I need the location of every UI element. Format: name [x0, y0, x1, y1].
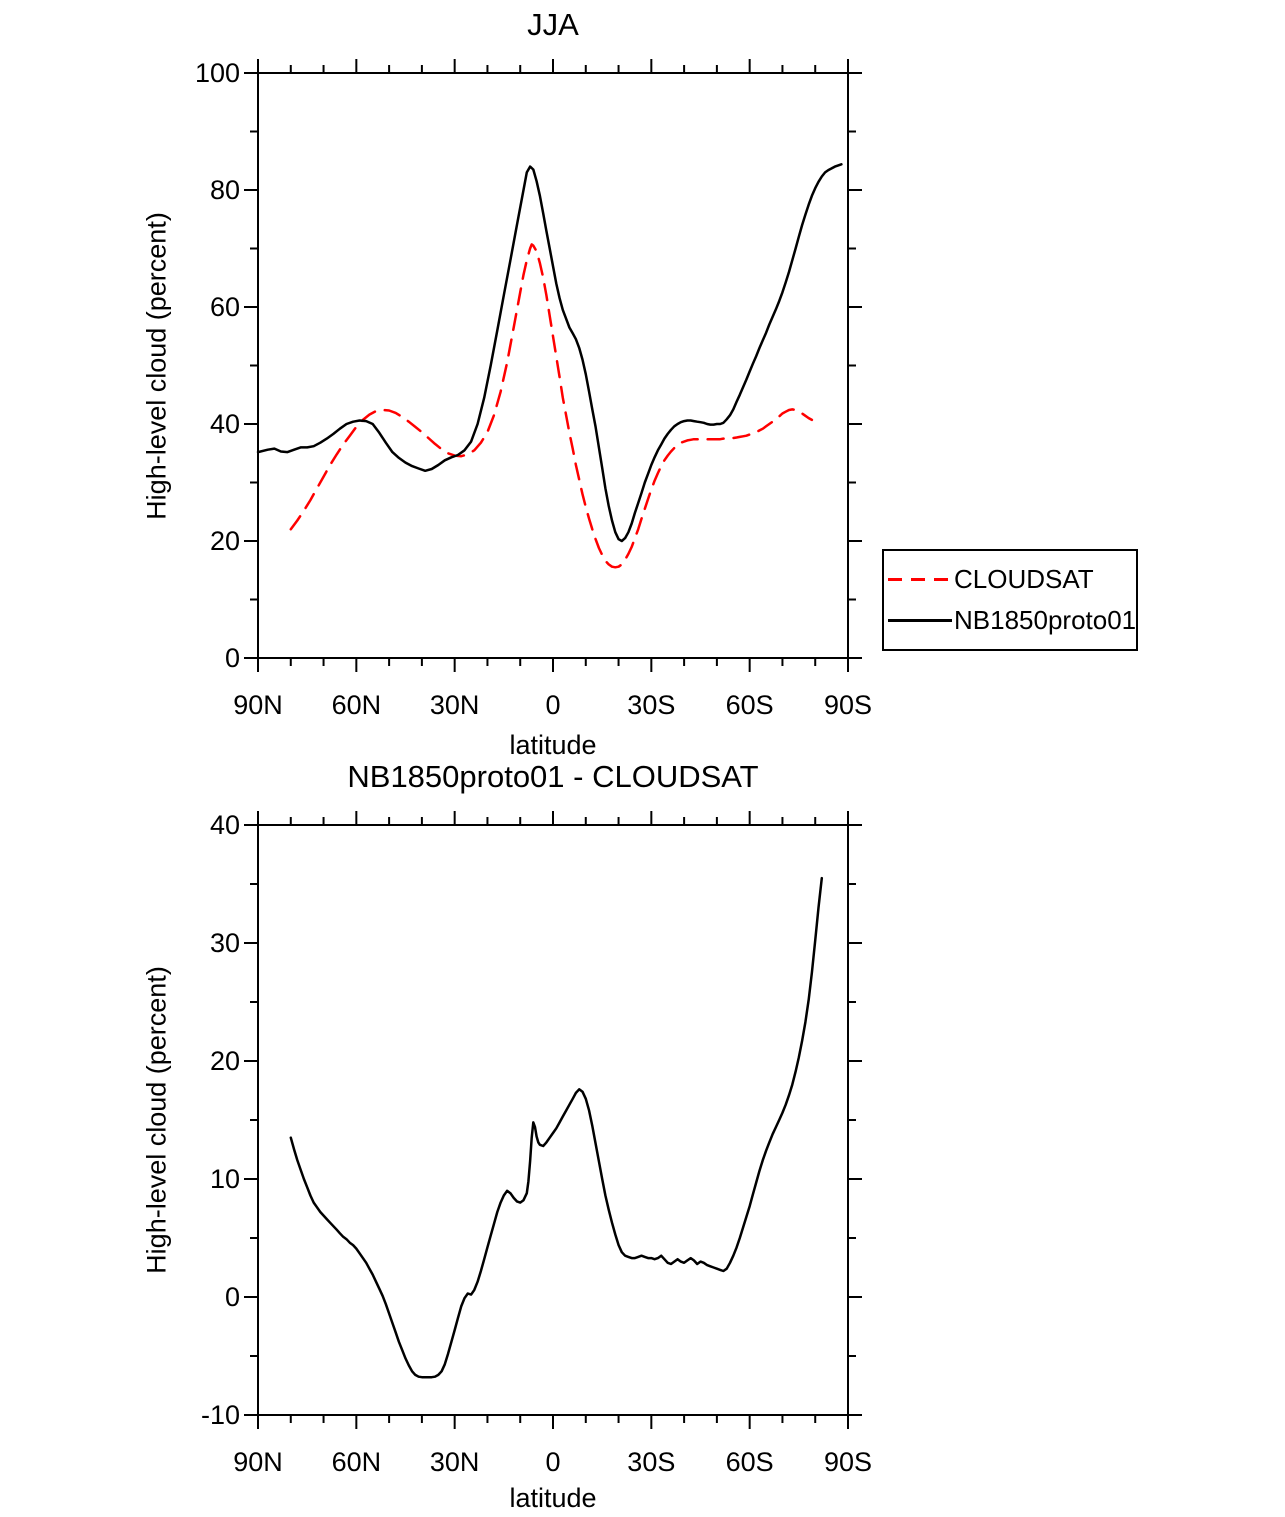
series-line-cloudsat	[289, 243, 814, 569]
y-tick-label: 60	[210, 292, 240, 322]
x-tick-label: 0	[545, 1447, 560, 1477]
y-tick-label: 80	[210, 175, 240, 205]
ticks	[244, 811, 862, 1429]
chart-0: 90N 60N 30N 0 30S 60S 90S 0 20 40 60 80 100	[195, 58, 872, 720]
y-tick-label: 40	[210, 810, 240, 840]
y-tick-label: 100	[195, 58, 240, 88]
x-tick-label: 60N	[332, 690, 382, 720]
series-line-nb1850proto01-cloudsat	[289, 876, 824, 1379]
legend-item-nb1850proto01: NB1850proto01	[884, 605, 1136, 636]
y-tick-label: 20	[210, 1046, 240, 1076]
ticks	[244, 59, 862, 672]
cloudsat-dashed-line-sample	[888, 578, 952, 581]
x-tick-label: 60S	[726, 690, 774, 720]
tick-labels: 90N 60N 30N 0 30S 60S 90S -10 0 10 20 30 40	[201, 810, 872, 1477]
plot-frame	[257, 824, 849, 1416]
y-tick-label: 20	[210, 526, 240, 556]
plot-frame	[257, 72, 849, 659]
x-tick-label: 30N	[430, 1447, 480, 1477]
y-tick-label: 40	[210, 409, 240, 439]
chart-1-title: NB1850proto01 - CLOUDSAT	[347, 759, 759, 794]
x-tick-label: 90N	[233, 690, 283, 720]
legend-item-cloudsat: CLOUDSAT	[884, 564, 1136, 595]
x-tick-label: 30S	[627, 1447, 675, 1477]
x-tick-label: 30S	[627, 690, 675, 720]
chart-1: 90N 60N 30N 0 30S 60S 90S -10 0 10 20 30 40	[201, 810, 872, 1477]
chart-1-x-axis-label: latitude	[509, 1483, 597, 1513]
x-tick-label: 60S	[726, 1447, 774, 1477]
chart-0-x-axis-label: latitude	[509, 730, 597, 760]
chart-0-title: JJA	[527, 7, 579, 42]
y-tick-label: 10	[210, 1164, 240, 1194]
x-tick-label: 90N	[233, 1447, 283, 1477]
y-tick-label: 0	[225, 643, 240, 673]
x-tick-label: 30N	[430, 690, 480, 720]
y-tick-label: -10	[201, 1400, 240, 1430]
legend-label-nb1850proto01: NB1850proto01	[954, 605, 1137, 635]
y-tick-label: 0	[225, 1282, 240, 1312]
legend-label-cloudsat: CLOUDSAT	[954, 564, 1094, 594]
chart-0-y-axis-label: High-level cloud (percent)	[141, 212, 172, 520]
x-tick-label: 0	[545, 690, 560, 720]
series-line-nb1850proto01	[256, 163, 843, 543]
x-tick-label: 90S	[824, 1447, 872, 1477]
y-tick-label: 30	[210, 928, 240, 958]
chart-1-y-axis-label: High-level cloud (percent)	[141, 966, 172, 1274]
x-tick-label: 90S	[824, 690, 872, 720]
x-tick-label: 60N	[332, 1447, 382, 1477]
legend: CLOUDSAT NB1850proto01	[882, 549, 1138, 651]
tick-labels: 90N 60N 30N 0 30S 60S 90S 0 20 40 60 80 100	[195, 58, 872, 720]
nb1850proto01-solid-line-sample	[888, 619, 952, 622]
